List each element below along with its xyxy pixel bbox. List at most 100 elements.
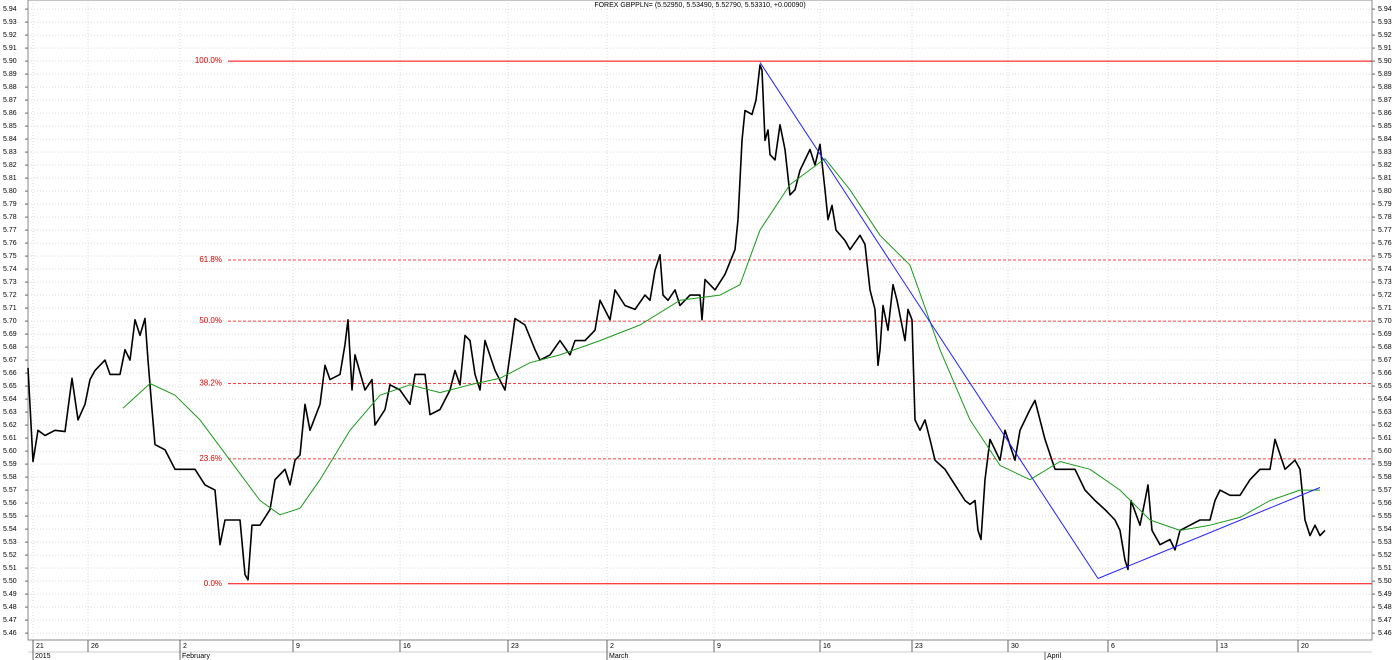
y-tick-label: 5.66 (1378, 370, 1392, 377)
y-tick-label: 5.61 (1378, 435, 1392, 442)
y-tick-label: 5.81 (1378, 175, 1392, 182)
y-tick-label: 5.93 (1378, 19, 1392, 26)
y-tick-label: 5.77 (3, 227, 17, 234)
y-tick-label: 5.58 (1378, 474, 1392, 481)
fib-label: 61.8% (199, 255, 222, 264)
y-tick-label: 5.87 (3, 97, 17, 104)
x-tick-label: 23 (511, 643, 519, 650)
y-tick-label: 5.54 (1378, 526, 1392, 533)
y-tick-label: 5.72 (3, 292, 17, 299)
trend-line (1097, 487, 1321, 579)
y-tick-label: 5.78 (3, 214, 17, 221)
fib-label: 38.2% (199, 379, 222, 388)
x-tick-label: 13 (1220, 643, 1228, 650)
y-tick-label: 5.50 (1378, 578, 1392, 585)
y-tick-label: 5.78 (1378, 214, 1392, 221)
y-tick-label: 5.74 (1378, 266, 1392, 273)
y-tick-label: 5.62 (3, 422, 17, 429)
y-tick-label: 5.67 (1378, 357, 1392, 364)
y-tick-label: 5.90 (1378, 58, 1392, 65)
y-tick-label: 5.68 (3, 344, 17, 351)
y-tick-label: 5.86 (3, 110, 17, 117)
y-tick-label: 5.68 (1378, 344, 1392, 351)
y-tick-label: 5.85 (1378, 123, 1392, 130)
y-tick-label: 5.76 (3, 240, 17, 247)
y-tick-label: 5.80 (1378, 188, 1392, 195)
y-tick-label: 5.59 (3, 461, 17, 468)
y-tick-label: 5.77 (1378, 227, 1392, 234)
x-tick-label: 23 (915, 643, 923, 650)
x-tick-label: 20 (1301, 643, 1309, 650)
x-period-label: 2015 (35, 653, 51, 660)
y-tick-label: 5.61 (3, 435, 17, 442)
y-tick-label: 5.79 (3, 201, 17, 208)
y-tick-label: 5.66 (3, 370, 17, 377)
y-tick-label: 5.89 (3, 71, 17, 78)
y-tick-label: 5.46 (1378, 630, 1392, 637)
y-tick-label: 5.62 (1378, 422, 1392, 429)
x-period-label: February (182, 653, 211, 660)
trend-line (759, 62, 1099, 579)
y-tick-label: 5.57 (1378, 487, 1392, 494)
price-line (27, 64, 1326, 581)
fib-label: 23.6% (199, 454, 222, 463)
x-tick-label: 9 (296, 643, 300, 650)
y-tick-label: 5.73 (1378, 279, 1392, 286)
y-tick-label: 5.89 (1378, 71, 1392, 78)
y-tick-label: 5.49 (1378, 591, 1392, 598)
y-tick-label: 5.64 (3, 396, 17, 403)
y-tick-label: 5.81 (3, 175, 17, 182)
x-tick-label: 16 (403, 643, 411, 650)
x-tick-label: 2 (183, 643, 187, 650)
y-tick-label: 5.91 (1378, 45, 1392, 52)
y-tick-label: 5.83 (1378, 149, 1392, 156)
y-tick-label: 5.59 (1378, 461, 1392, 468)
y-tick-label: 5.75 (3, 253, 17, 260)
y-tick-label: 5.82 (3, 162, 17, 169)
y-tick-label: 5.88 (1378, 84, 1392, 91)
y-tick-label: 5.91 (3, 45, 17, 52)
y-tick-label: 5.92 (3, 32, 17, 39)
x-tick-label: 30 (1011, 643, 1019, 650)
y-tick-label: 5.70 (1378, 318, 1392, 325)
y-tick-label: 5.65 (3, 383, 17, 390)
y-tick-label: 5.52 (3, 552, 17, 559)
y-tick-label: 5.55 (3, 513, 17, 520)
y-tick-label: 5.49 (3, 591, 17, 598)
y-tick-label: 5.71 (1378, 305, 1392, 312)
y-tick-label: 5.70 (3, 318, 17, 325)
y-tick-label: 5.76 (1378, 240, 1392, 247)
y-tick-label: 5.85 (3, 123, 17, 130)
y-tick-label: 5.65 (1378, 383, 1392, 390)
y-tick-label: 5.63 (3, 409, 17, 416)
x-tick-label: 2 (610, 643, 614, 650)
y-tick-label: 5.47 (3, 617, 17, 624)
x-period-label: April (1047, 653, 1061, 660)
chart-title: FOREX GBPPLN= (5.52950, 5.53490, 5.52790… (594, 2, 805, 9)
y-tick-label: 5.79 (1378, 201, 1392, 208)
y-tick-label: 5.94 (1378, 6, 1392, 13)
y-tick-label: 5.80 (3, 188, 17, 195)
y-tick-label: 5.56 (3, 500, 17, 507)
y-tick-label: 5.75 (1378, 253, 1392, 260)
y-tick-label: 5.46 (3, 630, 17, 637)
y-tick-label: 5.74 (3, 266, 17, 273)
y-tick-label: 5.57 (3, 487, 17, 494)
y-tick-label: 5.86 (1378, 110, 1392, 117)
y-tick-label: 5.71 (3, 305, 17, 312)
y-tick-label: 5.82 (1378, 162, 1392, 169)
y-tick-label: 5.87 (1378, 97, 1392, 104)
y-tick-label: 5.60 (3, 448, 17, 455)
x-tick-label: 9 (717, 643, 721, 650)
y-tick-label: 5.47 (1378, 617, 1392, 624)
y-tick-label: 5.73 (3, 279, 17, 286)
fib-label: 100.0% (195, 56, 222, 65)
x-tick-label: 6 (1111, 643, 1115, 650)
y-tick-label: 5.53 (3, 539, 17, 546)
x-tick-label: 16 (823, 643, 831, 650)
y-tick-label: 5.54 (3, 526, 17, 533)
y-tick-label: 5.60 (1378, 448, 1392, 455)
y-tick-label: 5.72 (1378, 292, 1392, 299)
y-tick-label: 5.48 (1378, 604, 1392, 611)
y-tick-label: 5.88 (3, 84, 17, 91)
